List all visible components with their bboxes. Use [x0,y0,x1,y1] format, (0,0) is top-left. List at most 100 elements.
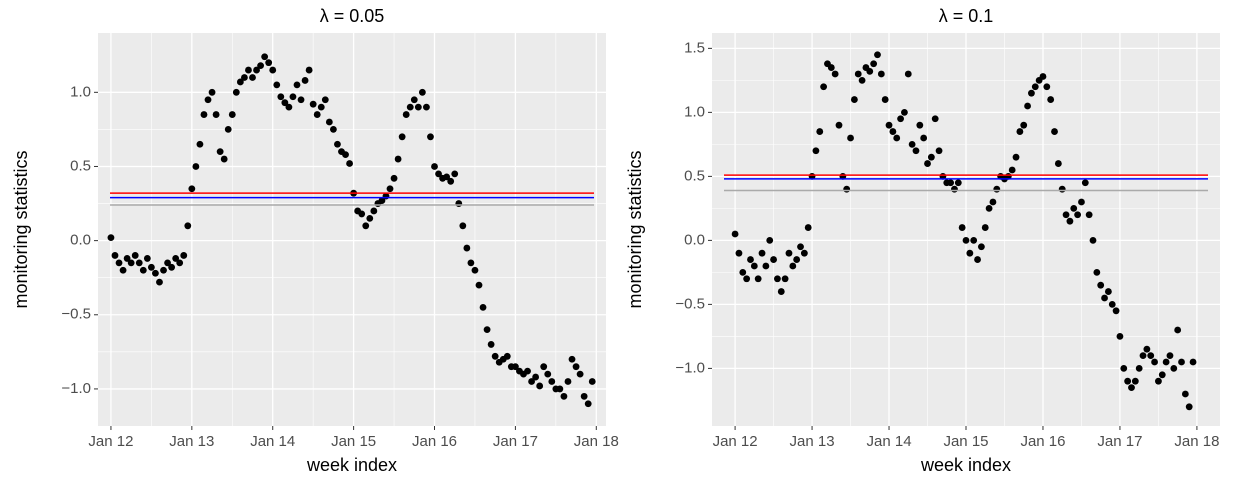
point [580,392,588,400]
x-tick-label: Jan 14 [250,433,295,450]
point [993,185,1001,193]
y-axis-label: monitoring statistics [11,150,31,308]
point [947,179,955,187]
point [548,378,556,385]
point [847,134,854,142]
point [423,103,430,111]
point [797,243,804,251]
x-tick-label: Jan 15 [943,433,988,450]
point [342,151,349,159]
point [966,249,974,257]
point [793,256,801,263]
point [970,236,978,244]
point [1062,211,1070,219]
point [131,252,139,259]
point [843,185,851,193]
y-tick-label: −1.0 [675,359,705,376]
point [877,70,885,78]
point [758,249,766,257]
point [386,185,394,193]
point [123,255,131,262]
point [143,255,151,262]
x-tick-label: Jan 12 [713,433,758,450]
point [147,263,155,271]
point [874,51,881,59]
point [366,214,374,222]
point [540,363,548,371]
point [1120,364,1128,372]
point [378,197,386,204]
point [1085,211,1093,219]
point [977,243,985,251]
y-tick-label: 0.5 [70,157,91,174]
point [1078,198,1085,206]
point [1174,326,1182,334]
point [491,352,499,360]
point [1189,358,1197,366]
point [245,66,252,74]
point [556,385,564,393]
point [584,400,592,408]
plot-panel [98,33,606,426]
point [893,134,901,142]
x-axis-label: week index [306,455,397,475]
point [889,128,897,135]
point [989,198,997,206]
point [196,140,204,148]
point [850,96,858,103]
point [479,303,487,311]
point [1166,352,1174,359]
point [402,111,410,118]
point [451,170,459,178]
point [261,53,269,61]
point [1070,204,1078,212]
point [111,252,119,259]
point [831,70,839,78]
point [431,163,438,170]
point [1043,83,1051,91]
point [249,74,256,81]
point [208,88,216,96]
point [762,262,770,270]
point [774,275,781,283]
point [265,59,273,67]
point [317,103,325,111]
point [1147,352,1155,359]
point [800,249,808,257]
point [931,115,939,123]
point [180,252,188,259]
point [1101,294,1108,302]
point [192,163,200,170]
point [447,177,455,185]
point [958,224,966,231]
point [812,147,820,155]
point [743,275,751,283]
point [835,121,843,129]
point [321,96,329,104]
point [804,224,812,231]
point [1028,89,1035,97]
y-tick-label: 1.0 [684,103,705,120]
point [528,378,535,385]
point [467,259,475,267]
point [981,224,989,231]
x-tick-label: Jan 13 [790,433,835,450]
point [427,133,434,141]
point [754,275,762,283]
point [1185,403,1193,411]
chart-title: λ = 0.05 [320,6,385,26]
point [854,70,862,78]
point [414,103,422,111]
point [1097,281,1105,289]
point [1135,364,1143,372]
x-tick-label: Jan 15 [331,433,376,450]
point [334,140,341,148]
point [1178,358,1185,366]
point [974,256,981,263]
point [236,78,244,86]
point [184,222,192,230]
point [301,77,309,84]
point [483,326,491,334]
point [1012,153,1020,161]
point [390,174,398,182]
